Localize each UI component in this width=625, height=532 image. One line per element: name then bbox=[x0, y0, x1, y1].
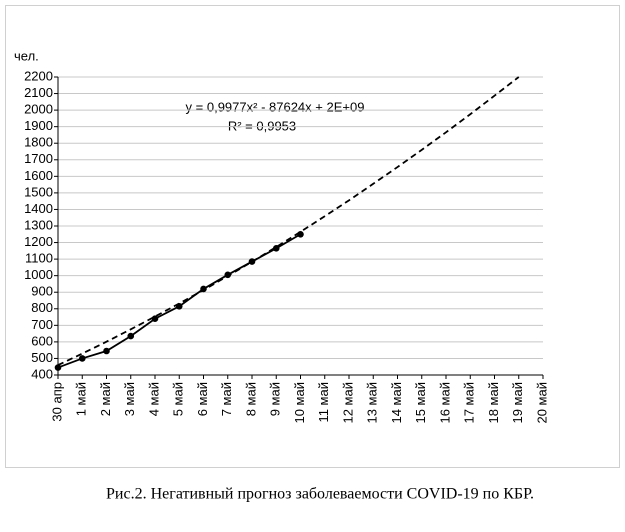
y-tick-label: 2100 bbox=[24, 85, 53, 100]
x-tick-label: 30 апр bbox=[49, 382, 64, 422]
y-tick-label: 900 bbox=[31, 284, 53, 299]
x-tick-label: 20 май bbox=[534, 382, 549, 424]
x-tick-label: 5 май bbox=[171, 382, 186, 416]
y-tick-label: 1700 bbox=[24, 151, 53, 166]
x-tick-label: 16 май bbox=[437, 382, 452, 424]
x-tick-label: 12 май bbox=[340, 382, 355, 424]
data-point bbox=[272, 245, 280, 252]
x-tick-label: 9 май bbox=[268, 382, 283, 416]
x-tick-label: 7 май bbox=[219, 382, 234, 416]
x-tick-label: 4 май bbox=[146, 382, 161, 416]
x-tick-label: 6 май bbox=[195, 382, 210, 416]
trend-r-squared: R² = 0,9953 bbox=[228, 118, 296, 133]
x-tick-label: 3 май bbox=[122, 382, 137, 416]
y-tick-label: 1500 bbox=[24, 184, 53, 199]
y-tick-label: 2200 bbox=[24, 68, 53, 83]
trend-equation: y = 0,9977x² - 87624x + 2E+09 bbox=[186, 99, 365, 114]
x-tick-label: 17 май bbox=[462, 382, 477, 424]
x-tick-label: 13 май bbox=[365, 382, 380, 424]
y-tick-label: 1300 bbox=[24, 217, 53, 232]
y-tick-label: 500 bbox=[31, 350, 53, 365]
caption: Рис.2. Негативный прогноз заболеваемости… bbox=[106, 486, 534, 503]
x-tick-label: 8 май bbox=[243, 382, 258, 416]
data-point bbox=[127, 332, 135, 340]
x-tick-label: 1 май bbox=[74, 382, 89, 416]
y-tick-label: 2000 bbox=[24, 102, 53, 117]
data-point bbox=[103, 347, 110, 355]
x-tick-label: 10 май bbox=[292, 382, 307, 424]
x-tick-label: 18 май bbox=[486, 382, 501, 424]
trend-line bbox=[57, 76, 520, 366]
x-tick-label: 19 май bbox=[510, 382, 525, 424]
y-tick-label: 1900 bbox=[24, 118, 53, 133]
y-tick-label: 1100 bbox=[25, 251, 53, 266]
x-tick-label: 15 май bbox=[413, 382, 428, 424]
y-tick-label: 700 bbox=[31, 317, 53, 332]
y-tick-label: 600 bbox=[31, 333, 53, 348]
y-tick-label: 1400 bbox=[24, 201, 53, 216]
x-tick-label: 14 май bbox=[389, 382, 404, 424]
y-tick-label: 1600 bbox=[24, 168, 53, 183]
y-tick-label: 400 bbox=[31, 366, 53, 381]
data-point bbox=[54, 364, 62, 371]
data-point bbox=[248, 258, 256, 265]
data-point bbox=[151, 315, 159, 323]
chart-border bbox=[5, 5, 620, 468]
x-tick-label: 2 май bbox=[98, 382, 113, 416]
y-axis-label: чел. bbox=[14, 48, 39, 63]
y-tick-label: 1800 bbox=[24, 135, 53, 150]
y-tick-label: 1000 bbox=[24, 267, 53, 282]
y-tick-label: 800 bbox=[31, 300, 53, 315]
y-tick-label: 1200 bbox=[24, 234, 53, 249]
x-tick-label: 11 май bbox=[316, 382, 331, 423]
data-point bbox=[78, 355, 86, 362]
